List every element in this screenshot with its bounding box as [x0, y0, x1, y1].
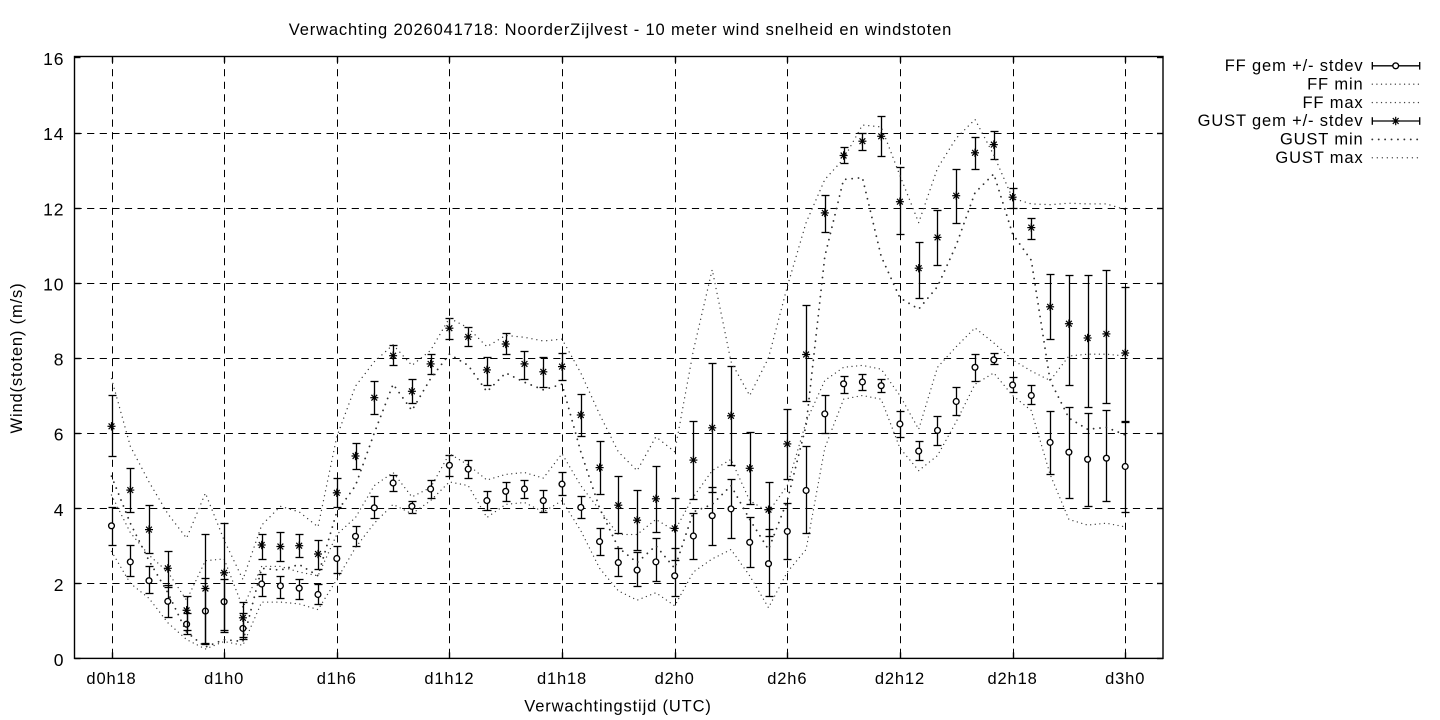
svg-text:Verwachting 2026041718: Noorde: Verwachting 2026041718: NoorderZijlvest … [289, 21, 952, 39]
svg-text:Wind(stoten) (m/s): Wind(stoten) (m/s) [8, 283, 26, 434]
svg-text:d3h0: d3h0 [1105, 670, 1145, 688]
svg-text:GUST min: GUST min [1280, 131, 1364, 149]
svg-text:GUST gem +/- stdev: GUST gem +/- stdev [1198, 112, 1364, 130]
svg-text:4: 4 [54, 500, 65, 520]
svg-text:FF max: FF max [1302, 94, 1363, 112]
svg-text:Verwachtingstijd (UTC): Verwachtingstijd (UTC) [524, 698, 711, 716]
svg-text:14: 14 [43, 124, 64, 144]
svg-text:d1h0: d1h0 [204, 670, 244, 688]
svg-text:FF min: FF min [1307, 75, 1363, 93]
svg-text:0: 0 [54, 650, 65, 670]
svg-text:d1h6: d1h6 [317, 670, 357, 688]
svg-text:d2h12: d2h12 [875, 670, 925, 688]
svg-text:d2h6: d2h6 [767, 670, 807, 688]
svg-text:6: 6 [54, 425, 65, 445]
svg-text:10: 10 [43, 274, 64, 294]
svg-text:2: 2 [54, 575, 65, 595]
svg-text:d2h0: d2h0 [655, 670, 695, 688]
svg-text:16: 16 [43, 49, 64, 69]
svg-text:GUST max: GUST max [1275, 149, 1363, 167]
svg-text:d1h12: d1h12 [424, 670, 474, 688]
svg-text:d0h18: d0h18 [86, 670, 136, 688]
svg-text:12: 12 [43, 199, 64, 219]
svg-text:d1h18: d1h18 [537, 670, 587, 688]
svg-text:FF gem +/- stdev: FF gem +/- stdev [1225, 57, 1364, 75]
svg-text:d2h18: d2h18 [987, 670, 1037, 688]
svg-text:8: 8 [54, 350, 65, 370]
